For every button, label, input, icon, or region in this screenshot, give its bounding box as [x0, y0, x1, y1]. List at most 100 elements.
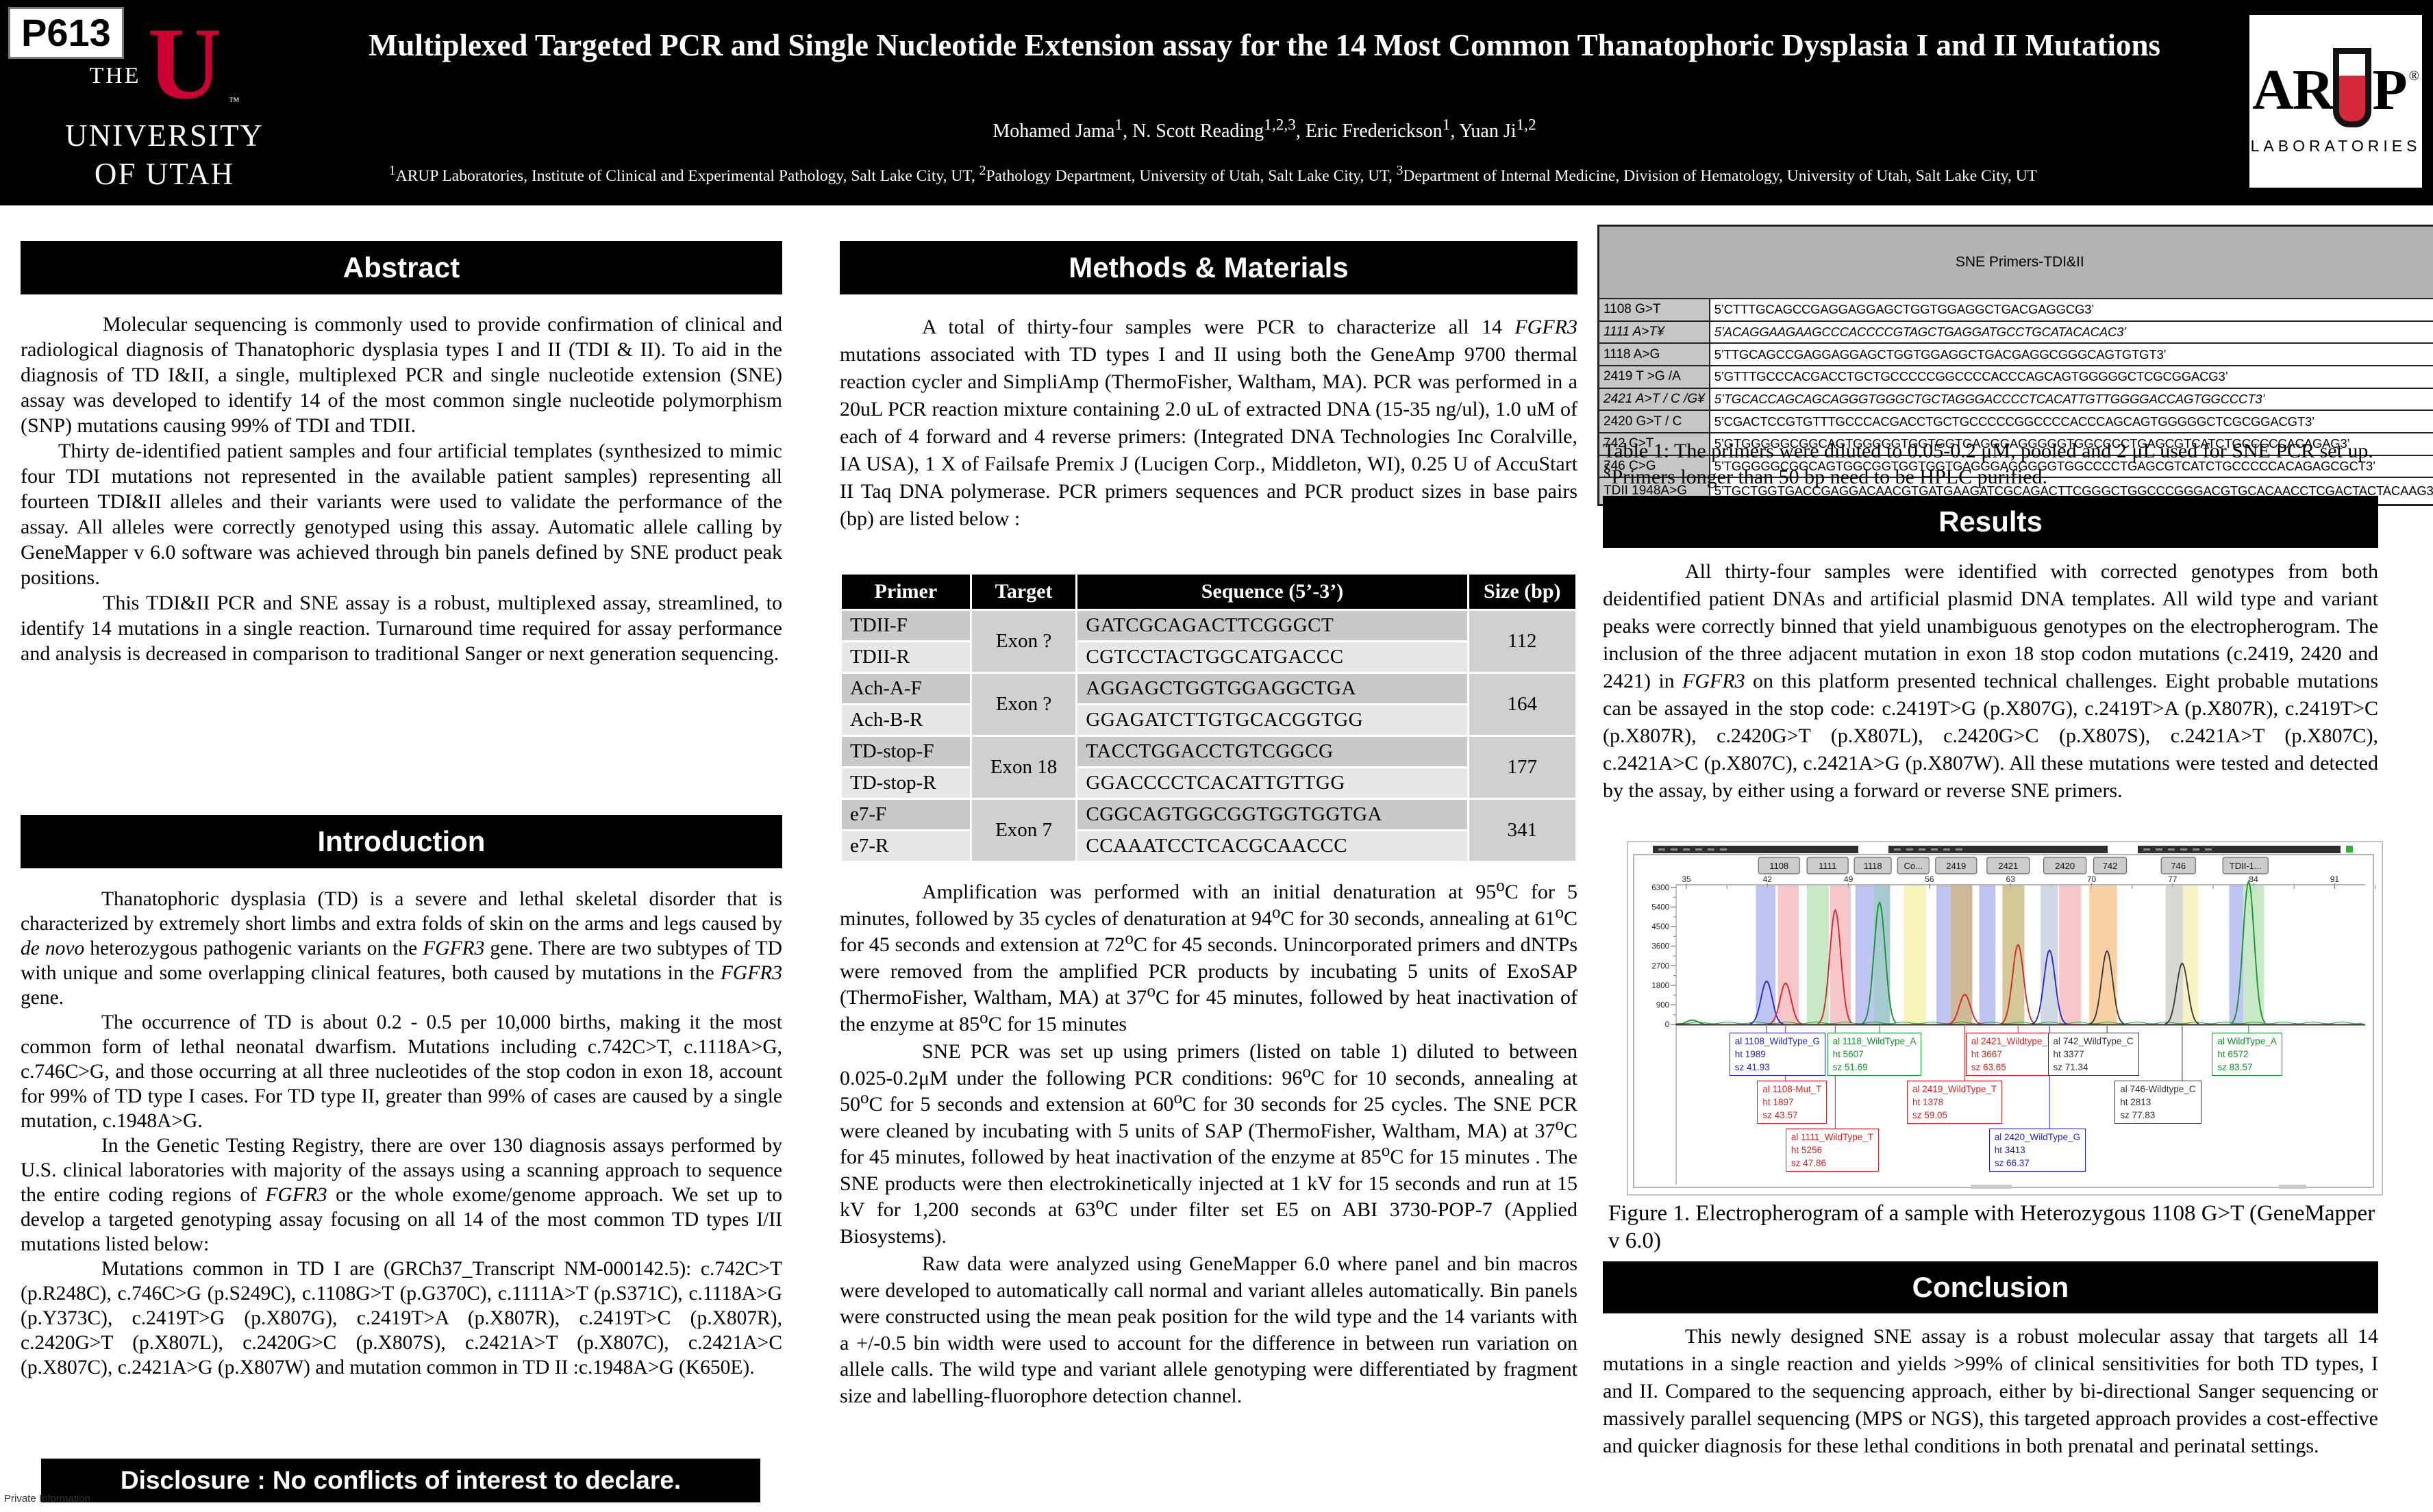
allele-label-line: sz 51.69 — [1832, 1062, 1868, 1072]
bin-band — [2183, 885, 2198, 1025]
chrome-green-icon — [2346, 846, 2353, 853]
table-row: TD-stop-F Exon 18 TACCTGGACCTGTCGGCG 177 — [840, 735, 1578, 800]
methods-p1: A total of thirty-four samples were PCR … — [840, 316, 1577, 530]
scrollbar-thumb[interactable] — [1971, 1185, 2012, 1189]
arup-laboratories-logo: AR P ® LABORATORIES — [2249, 15, 2422, 188]
primer-seq: AGGAGCTGGTGGAGGCTGA — [1075, 672, 1469, 705]
bin-box — [2222, 857, 2269, 874]
primer-target: Exon ? — [969, 609, 1078, 674]
allele-label-line: ht 5607 — [1832, 1049, 1864, 1059]
pcr-col-primer: Primer — [840, 572, 972, 611]
primer-name: TDII-R — [840, 640, 972, 674]
allele-label-line: sz 77.83 — [2120, 1110, 2156, 1120]
primer-seq: GGAGATCTTGTGCACGGTGG — [1075, 703, 1469, 737]
conclusion-text: This newly designed SNE assay is a robus… — [1603, 1323, 2378, 1460]
results-text: All thirty-four samples were identified … — [1603, 558, 2378, 805]
bin-band — [1873, 885, 1891, 1025]
allele-label-line: ht 1378 — [1912, 1097, 1944, 1107]
x-tick-label: 35 — [1682, 874, 1691, 884]
table-row: 1111 A>T¥ 5’ACAGGAAGAAGCCCACCCCGTAGCTGAG… — [1597, 320, 2433, 344]
arup-laboratories-text: LABORATORIES — [2250, 136, 2421, 155]
uofu-the: THE — [89, 63, 141, 88]
bin-band — [2243, 885, 2264, 1025]
sne-table-title: SNE Primers-TDI&II — [1597, 225, 2433, 299]
allele-label-line: ht 2813 — [2120, 1097, 2151, 1107]
primer-seq: GGACCCCTCACATTGTTGG — [1075, 766, 1469, 800]
allele-label-line: ht 1897 — [1762, 1097, 1794, 1107]
allele-label-box: al 2420_WildType_G ht 3413 sz 66.37 — [1988, 1129, 2086, 1172]
sne-seq: 5’ACAGGAAGAAGCCCACCCCGTAGCTGAGGATGCCTGCA… — [1708, 320, 2433, 344]
bin-band — [1979, 885, 1996, 1025]
allele-label-line: sz 66.37 — [1994, 1158, 2030, 1168]
y-tick-label: 6300 — [1651, 884, 1669, 892]
allele-label-line: ht 1989 — [1734, 1049, 1766, 1059]
figure1-plot: 1108 1111 1118 Co... 2419 2421 2420 742 746 TDII-… — [1627, 841, 2383, 1196]
y-tick-label: 0 — [1665, 1021, 1669, 1029]
bin-box — [2043, 857, 2087, 874]
y-tick-label: 5400 — [1651, 904, 1669, 912]
introduction-text: Thanatophoric dysplasia (TD) is a severe… — [21, 887, 782, 1380]
bin-band — [2059, 885, 2082, 1025]
sne-seq: 5’GTTTGCCCACGACCTGCTGCCCCCGGCCCCACCCAGCA… — [1708, 364, 2433, 389]
window-chrome-bar — [1653, 846, 1858, 853]
uofu-university: UNIVERSITY — [65, 118, 264, 153]
allele-label-line: al 2419_WildType_T — [1912, 1084, 1997, 1094]
sne-table-header-row: SNE Primers-TDI&II SNE Prime length (bp) — [1597, 225, 2433, 299]
bin-box — [1986, 857, 2030, 874]
allele-label-line: sz 83.57 — [2217, 1062, 2253, 1072]
bin-label: 2419 — [1946, 861, 1966, 871]
abstract-p2: Thirty de-identified patient samples and… — [21, 440, 782, 589]
electropherogram-peak — [2000, 944, 2035, 1024]
sne-seq: 5’CTTTGCAGCCGAGGAGGAGCTGGTGGAGGCTGACGAGG… — [1708, 298, 2433, 322]
primer-size: 177 — [1467, 735, 1578, 800]
scrollbar-thumb[interactable] — [2279, 1185, 2306, 1189]
electropherogram-peak — [1862, 900, 1897, 1024]
arup-p: P — [2372, 58, 2407, 122]
methods-p3: SNE PCR was set up using primers (listed… — [840, 1040, 1577, 1248]
figure1-caption: Figure 1. Electropherogram of a sample w… — [1608, 1201, 2375, 1253]
allele-label-line: al 1108-Mut_T — [1762, 1084, 1822, 1094]
y-tick-label: 3600 — [1651, 943, 1669, 951]
table-row: 1118 A>G 5’TTGCAGCCGAGGAGGAGCTGGTGGAGGCT… — [1597, 342, 2433, 366]
primer-name: TD-stop-R — [840, 766, 972, 800]
primer-size: 164 — [1467, 672, 1578, 737]
sne-mutation: 2421 A>T / C /G¥ — [1597, 387, 1710, 412]
bin-box — [1897, 857, 1930, 874]
x-tick-label: 91 — [2330, 874, 2340, 884]
section-introduction-header: Introduction — [21, 815, 782, 868]
baseline-noise — [1675, 1021, 2363, 1024]
electropherogram-peak — [2164, 962, 2199, 1024]
section-methods-header: Methods & Materials — [840, 241, 1577, 294]
primer-name: e7-R — [840, 829, 972, 863]
introduction-p2: The occurrence of TD is about 0.2 - 0.5 … — [21, 1011, 782, 1132]
primer-target: Exon 18 — [969, 735, 1078, 800]
allele-label-line: sz 71.34 — [2053, 1062, 2088, 1072]
primer-seq: CCAAATCCTCACGCAACCC — [1075, 829, 1469, 863]
allele-label-line: sz 63.65 — [1971, 1062, 2006, 1072]
allele-label-line: ht 3377 — [2053, 1049, 2084, 1059]
allele-label-line: sz 59.05 — [1912, 1110, 1948, 1120]
private-information-note: Private Information — [4, 1493, 90, 1504]
allele-label-line: al 1111_WildType_T — [1791, 1132, 1873, 1142]
sne-mutation: 2419 T >G /A — [1597, 364, 1710, 389]
section-results-header: Results — [1603, 496, 2378, 548]
poster-title: Multiplexed Targeted PCR and Single Nucl… — [368, 28, 2161, 62]
methods-p4: Raw data were analyzed using GeneMapper … — [840, 1252, 1577, 1407]
primer-size: 341 — [1467, 798, 1578, 863]
primer-name: TDII-F — [840, 609, 972, 642]
table-row: e7-R CCAAATCCTCACGCAACCC — [840, 829, 1577, 863]
primer-seq: GATCGCAGACTTCGGGCT — [1075, 609, 1469, 642]
bin-box — [2093, 857, 2128, 874]
window-chrome-bar — [2138, 846, 2341, 853]
arup-test-tube-icon — [2333, 47, 2372, 127]
table1-caption: Table 1: The primers were diluted to 0.0… — [1603, 440, 2373, 488]
bin-band — [1904, 885, 1926, 1025]
primer-seq: CGTCCTACTGGCATGACCC — [1075, 640, 1469, 674]
pcr-col-sequence: Sequence (5’-3’) — [1075, 572, 1469, 611]
bin-label: 1108 — [1769, 861, 1788, 871]
allele-label-box: al 742_WildType_C ht 3377 sz 71.34 — [2047, 1033, 2139, 1076]
x-tick-label: 70 — [2087, 874, 2097, 884]
arup-ar: AR — [2252, 58, 2334, 122]
arup-registered-mark: ® — [2408, 68, 2419, 84]
sne-seq: 5’TGCACCAGCAGCAGGGTGGGCTGCTAGGGACCCCTCAC… — [1708, 387, 2433, 412]
